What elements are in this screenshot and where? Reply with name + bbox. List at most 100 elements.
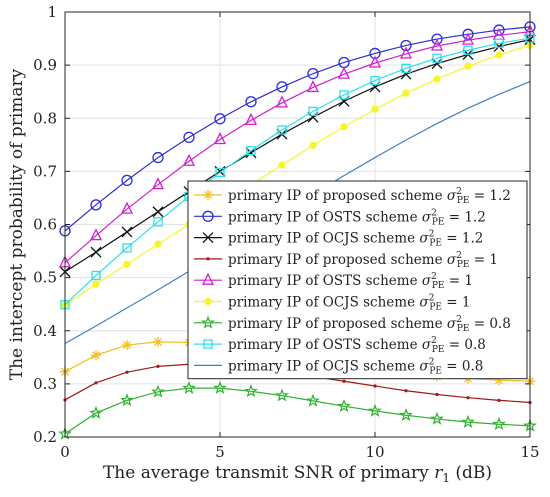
y-tick-label: 0.6 [33, 216, 57, 234]
x-axis-label-subscript: 1 [442, 471, 450, 485]
legend-label: primary IP of OCJS scheme σ2 PE = 1.2 [228, 230, 483, 249]
data-point-asterisk [122, 340, 132, 351]
legend-sigma: σ [422, 209, 432, 225]
data-point-triangle [201, 272, 215, 285]
legend-label: primary IP of OSTS scheme σ2 PE = 0.8 [228, 336, 486, 355]
data-point-square [203, 339, 213, 349]
legend-sigma: σ [447, 252, 457, 268]
series-5 [58, 24, 537, 268]
data-point-square [401, 63, 411, 73]
y-tick-label: 0.4 [33, 322, 57, 340]
legend-sigma-subscript: PE [457, 324, 470, 334]
data-point-circle [202, 210, 214, 222]
x-stroke [307, 111, 319, 123]
legend-label: primary IP of proposed scheme σ2 PE = 0.8 [228, 315, 511, 334]
legend-sigma-subscript: PE [429, 239, 442, 249]
legend-sigma-subscript: PE [457, 260, 470, 270]
data-point-dot [94, 381, 98, 385]
x-axis-label-text: The average transmit SNR of primary [103, 463, 434, 483]
data-point-square [339, 90, 349, 100]
legend-sigma-subscript: PE [429, 366, 442, 376]
y-tick-label: 0.3 [33, 375, 57, 393]
legend-sigma-subscript: PE [432, 217, 445, 227]
series-line [64, 26, 531, 232]
data-point-circle [90, 199, 102, 211]
data-point-pentagram [89, 405, 103, 419]
legend-value: = 0.8 [469, 316, 510, 332]
data-point-square [370, 75, 380, 86]
x-stroke [202, 232, 214, 244]
data-point-pentagram [492, 417, 506, 431]
data-point-square [215, 167, 225, 178]
legend-entry-1: primary IP of proposed scheme σ2 PE = 1.2 [194, 187, 511, 206]
legend-value: = 1.2 [442, 231, 483, 247]
data-point-triangle [275, 95, 289, 108]
legend-sigma-superscript: 2 [456, 315, 462, 325]
data-point-square [494, 38, 504, 48]
data-point-dot [154, 240, 162, 248]
data-point-pentagram [306, 393, 320, 407]
series-line [64, 44, 531, 306]
data-point-dot [156, 364, 160, 368]
asterisk-stroke [154, 337, 162, 346]
asterisk-stroke [204, 191, 212, 199]
data-point-circle [462, 28, 474, 40]
data-point-x [400, 68, 412, 80]
legend-label: primary IP of OCJS scheme σ2 PE = 1 [228, 294, 470, 313]
data-point-pentagram [399, 407, 413, 422]
data-point-pentagram [151, 384, 165, 398]
data-point-triangle [120, 201, 134, 214]
legend-entry-8: primary IP of OSTS scheme σ2 PE = 0.8 [194, 336, 486, 355]
data-point-circle [152, 151, 164, 164]
legend-label: primary IP of OCJS scheme σ2 PE = 0.8 [228, 357, 483, 376]
series-line [64, 39, 531, 273]
x-axis-label-unit: (dB) [450, 463, 492, 483]
series-line [64, 31, 531, 264]
data-point-triangle [337, 66, 351, 79]
data-point-triangle [461, 32, 475, 45]
data-point-asterisk [153, 336, 163, 347]
legend-entry-2: primary IP of OSTS scheme σ2 PE = 1.2 [194, 208, 486, 227]
data-point-x [90, 246, 102, 258]
legend-sigma: σ [422, 273, 432, 289]
legend-label-text: primary IP of OCJS scheme [228, 358, 419, 374]
data-point-circle [276, 81, 288, 93]
data-point-triangle [368, 55, 382, 68]
y-tick-label: 0.7 [33, 162, 57, 180]
data-point-pentagram [213, 380, 227, 394]
asterisk-stroke [123, 341, 131, 350]
legend-sigma-subscript: PE [432, 281, 445, 291]
data-point-dot [466, 396, 470, 400]
data-point-pentagram [368, 403, 382, 417]
legend-value: = 1.2 [469, 188, 510, 204]
legend-entry-7: primary IP of proposed scheme σ2 PE = 0.8 [194, 315, 511, 334]
data-point-triangle [182, 153, 196, 166]
data-point-circle [183, 131, 195, 144]
legend-value: = 0.8 [444, 337, 485, 353]
data-point-x [245, 147, 257, 159]
data-point-asterisk [91, 350, 101, 361]
y-axis-label: The intercept probability of primary [7, 68, 27, 380]
data-point-dot [404, 389, 408, 393]
data-point-circle [121, 174, 133, 187]
data-point-dot [464, 62, 472, 70]
legend-label: primary IP of proposed scheme σ2 PE = 1.2 [228, 187, 511, 206]
data-point-circle [214, 113, 226, 125]
data-point-dot [206, 257, 210, 261]
legend-label-text: primary IP of OSTS scheme [228, 273, 422, 289]
data-point-circle [245, 96, 257, 108]
data-point-square [277, 125, 287, 135]
data-point-square [308, 106, 318, 116]
legend-entry-4: primary IP of proposed scheme σ2 PE = 1 [194, 251, 498, 270]
data-point-square [122, 243, 132, 253]
y-tick-label: 1 [47, 3, 57, 21]
data-point-dot [373, 384, 377, 388]
legend-sigma-superscript: 2 [429, 357, 435, 367]
data-point-pentagram [430, 411, 444, 425]
data-point-pentagram [244, 384, 258, 398]
legend-sigma-superscript: 2 [431, 336, 437, 346]
series-line [64, 387, 531, 435]
legend-label: primary IP of OSTS scheme σ2 PE = 1 [228, 272, 473, 291]
